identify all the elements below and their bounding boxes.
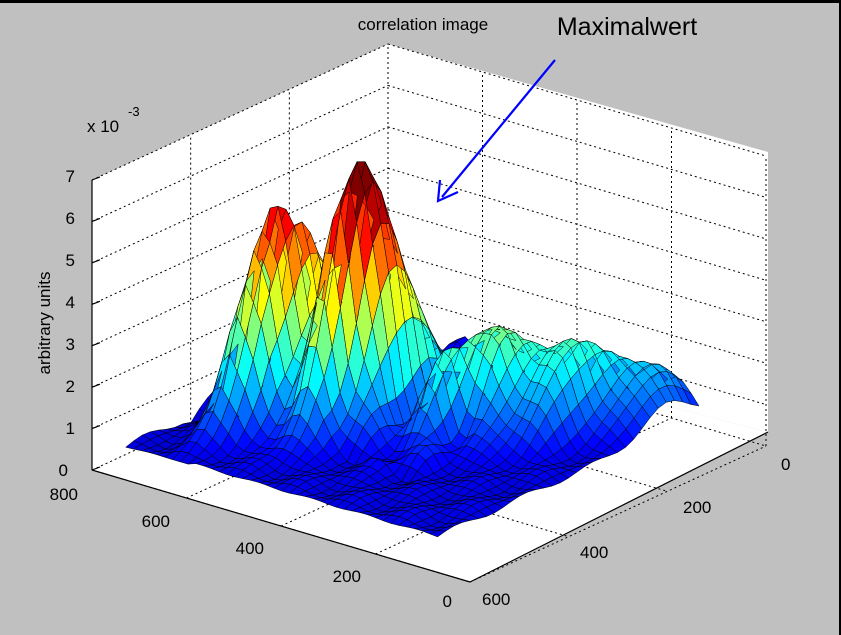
- z-tick-1: 1: [66, 419, 75, 438]
- x-tick-labels: 800 600 400 200 0: [50, 485, 452, 611]
- y-tick-0: 0: [781, 455, 790, 474]
- z-exponent: x 10 -3: [87, 104, 140, 136]
- z-exponent-base: x 10: [87, 117, 119, 136]
- z-axis-label: arbitrary units: [35, 272, 54, 375]
- z-tick-5: 5: [66, 251, 75, 270]
- x-tick-200: 200: [333, 567, 361, 586]
- z-tick-4: 4: [66, 293, 75, 312]
- chart-title: correlation image: [358, 15, 488, 34]
- y-tick-labels: 0 200 400 600: [482, 455, 790, 609]
- window-right-border: [839, 0, 841, 635]
- window-top-border: [0, 0, 841, 3]
- annotation-arrow: [436, 59, 556, 203]
- axes-box: [91, 180, 769, 583]
- x-tick-600: 600: [142, 512, 170, 531]
- x-tick-800: 800: [50, 485, 78, 504]
- annotation-label: Maximalwert: [557, 13, 697, 41]
- correlation-surface: [125, 160, 700, 538]
- y-tick-200: 200: [683, 498, 711, 517]
- z-tick-2: 2: [66, 377, 75, 396]
- z-exponent-power: -3: [128, 104, 140, 119]
- z-tick-labels: 0 1 2 3 4 5 6 7: [59, 167, 75, 480]
- y-tick-600: 600: [482, 590, 510, 609]
- tick-marks: [91, 176, 101, 471]
- z-tick-7: 7: [66, 167, 75, 186]
- arrow-head-icon: [436, 179, 459, 203]
- z-tick-3: 3: [66, 335, 75, 354]
- surface-patch: [125, 440, 143, 450]
- x-tick-0: 0: [443, 592, 452, 611]
- z-tick-0: 0: [59, 461, 68, 480]
- x-tick-400: 400: [236, 539, 264, 558]
- y-tick-400: 400: [580, 543, 608, 562]
- z-tick-6: 6: [66, 209, 75, 228]
